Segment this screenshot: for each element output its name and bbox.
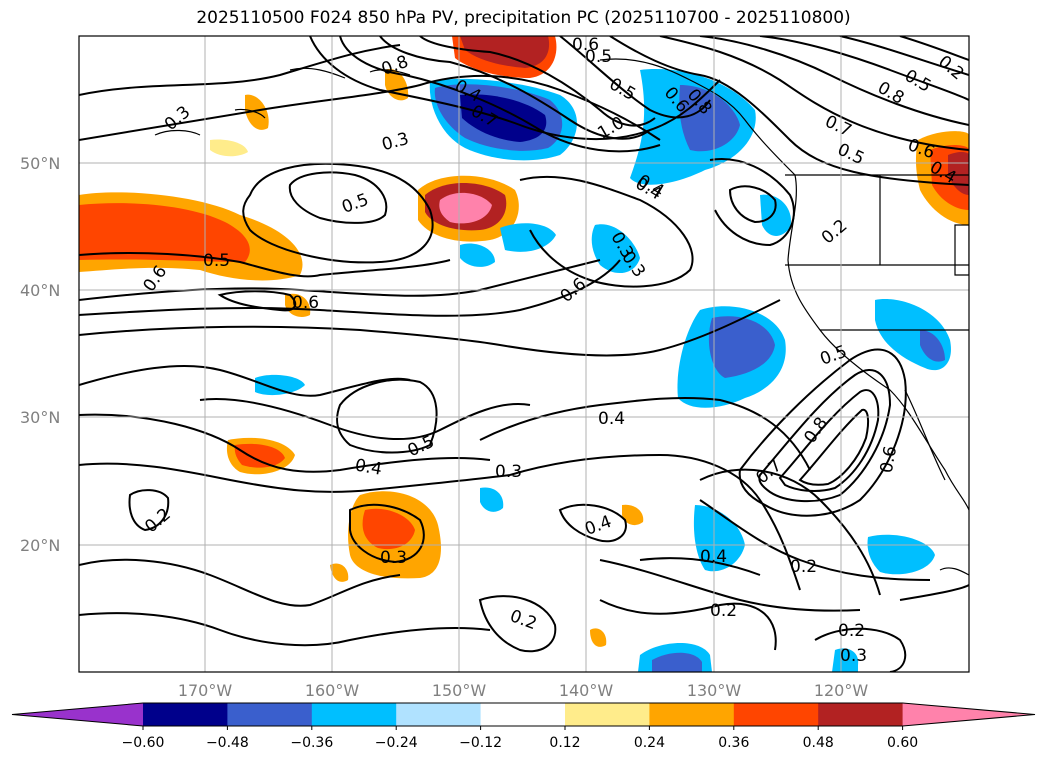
contour-label: 0.8 [800, 414, 832, 448]
contour-label: 0.5 [339, 190, 371, 218]
contour-label: 0.3 [380, 129, 411, 155]
map-area: 0.3 0.8 0.5 0.6 0.4 0.7 1.0 0.5 0.6 0.4 … [79, 35, 969, 672]
contour-label: 0.2 [838, 621, 865, 641]
colorbar-bin [480, 703, 566, 726]
contour-label: 0.5 [834, 140, 867, 170]
coastlines [154, 58, 969, 576]
gridlines [79, 36, 969, 672]
colorbar: −0.60 −0.48 −0.36 −0.24 −0.12 0.12 0.24 0.36 0.4… [11, 702, 1036, 751]
lon-label-150w: 150°W [432, 681, 487, 700]
colorbar-bin [143, 703, 228, 726]
contour-label: 0.2 [141, 504, 175, 537]
colorbar-bin [396, 703, 482, 726]
contour-label: 0.5 [203, 251, 230, 271]
lat-label-30n: 30°N [20, 408, 60, 427]
lon-label-170w: 170°W [178, 681, 233, 700]
map-title: 2025110500 F024 850 hPa PV, precipitatio… [196, 8, 851, 28]
contour-label: 0.4 [700, 547, 727, 567]
colorbar-bin [818, 703, 904, 726]
contour-label: 0.2 [790, 557, 817, 577]
colorbar-bin [565, 703, 650, 726]
contour-label: 0.6 [292, 293, 319, 313]
colorbar-extend-max [902, 703, 1035, 726]
colorbar-tick-label: 0.12 [549, 735, 580, 751]
latitude-labels: 50°N 40°N 30°N 20°N [20, 154, 60, 555]
colorbar-bin [311, 703, 397, 726]
map-frame [78, 35, 970, 673]
contour-label: 0.4 [582, 512, 614, 540]
contour-label: 0.5 [585, 47, 612, 67]
colorbar-tick-label: −0.24 [375, 735, 418, 751]
precip-shading [79, 36, 969, 672]
contour-label: 0.3 [495, 462, 522, 482]
contour-label: 0.7 [752, 456, 786, 489]
longitude-labels: 170°W 160°W 150°W 140°W 130°W 120°W [178, 681, 869, 700]
contour-label: 0.6 [877, 445, 901, 475]
colorbar-tick-label: 0.24 [634, 735, 665, 751]
contour-label: 0.7 [822, 112, 855, 142]
contour-label: 0.4 [353, 455, 383, 479]
contour-label: 0.2 [507, 606, 539, 634]
colorbar-tick-label: 0.48 [803, 735, 834, 751]
contour-label: 0.3 [161, 102, 195, 135]
lat-label-20n: 20°N [20, 536, 60, 555]
contour-label: 0.2 [818, 216, 852, 249]
colorbar-tick-label: −0.12 [459, 735, 502, 751]
colorbar-tick-label: 0.60 [887, 735, 918, 751]
contour-label: 0.5 [818, 342, 850, 370]
contour-label: 0.6 [572, 35, 599, 55]
colorbar-bin [227, 703, 313, 726]
colorbar-tick-label: 0.36 [718, 735, 749, 751]
colorbar-tick-label: −0.36 [290, 735, 333, 751]
colorbar-extend-min [12, 703, 143, 726]
contour-label: 0.4 [598, 409, 625, 429]
lon-label-130w: 130°W [687, 681, 742, 700]
contour-label: 0.3 [840, 646, 867, 666]
colorbar-tick-label: −0.60 [122, 735, 165, 751]
colorbar-tick-label: −0.48 [206, 735, 249, 751]
colorbar-bin [649, 703, 735, 726]
lat-label-40n: 40°N [20, 281, 60, 300]
contour-label: 0.2 [710, 601, 737, 621]
lon-label-120w: 120°W [814, 681, 869, 700]
lat-label-50n: 50°N [20, 154, 60, 173]
lon-label-160w: 160°W [305, 681, 360, 700]
colorbar-bin [733, 703, 819, 726]
pv-contours [79, 36, 969, 672]
contour-label: 0.3 [380, 548, 407, 568]
lon-label-140w: 140°W [559, 681, 614, 700]
